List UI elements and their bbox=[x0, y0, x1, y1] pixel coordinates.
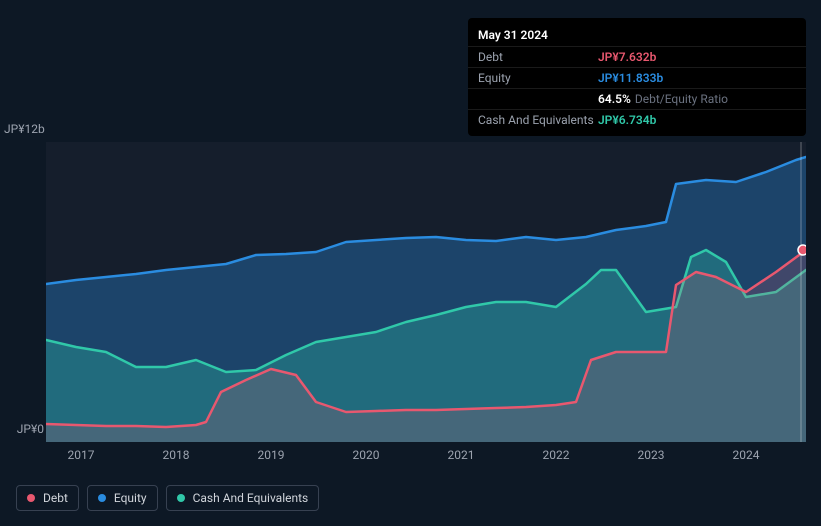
legend-item-equity[interactable]: Equity bbox=[87, 485, 158, 511]
legend-item-debt[interactable]: Debt bbox=[16, 485, 79, 511]
chart-plot-area[interactable] bbox=[46, 142, 806, 442]
y-axis-min-label: JP¥0 bbox=[4, 422, 44, 436]
tooltip-label: Equity bbox=[478, 71, 598, 85]
tooltip-date: May 31 2024 bbox=[468, 24, 806, 46]
tooltip-label bbox=[478, 92, 598, 106]
x-tick-label: 2020 bbox=[353, 448, 380, 462]
x-tick-label: 2024 bbox=[733, 448, 760, 462]
x-tick-label: 2021 bbox=[448, 448, 475, 462]
x-axis-ticks: 2017 2018 2019 2020 2021 2022 2023 2024 bbox=[46, 448, 806, 468]
y-axis-max-label: JP¥12b bbox=[4, 122, 44, 136]
chart-container: JP¥12b JP¥0 2017 2018 2019 2020 2021 2022 2023… bbox=[0, 120, 821, 465]
legend-label: Equity bbox=[114, 491, 147, 505]
tooltip-value: JP¥7.632b bbox=[598, 50, 796, 64]
legend-item-cash-and-equivalents[interactable]: Cash And Equivalents bbox=[166, 485, 320, 511]
chart-svg bbox=[46, 142, 806, 442]
x-tick-label: 2022 bbox=[543, 448, 570, 462]
chart-tooltip: May 31 2024 DebtJP¥7.632bEquityJP¥11.833… bbox=[468, 18, 806, 136]
legend-label: Cash And Equivalents bbox=[193, 491, 309, 505]
x-tick-label: 2017 bbox=[68, 448, 95, 462]
legend-dot-icon bbox=[98, 494, 106, 502]
tooltip-row: EquityJP¥11.833b bbox=[468, 67, 806, 88]
legend-label: Debt bbox=[43, 491, 68, 505]
legend-dot-icon bbox=[177, 494, 185, 502]
x-tick-label: 2023 bbox=[638, 448, 665, 462]
legend-dot-icon bbox=[27, 494, 35, 502]
tooltip-value: 64.5%Debt/Equity Ratio bbox=[598, 92, 796, 106]
tooltip-value: JP¥11.833b bbox=[598, 71, 796, 85]
tooltip-label: Debt bbox=[478, 50, 598, 64]
chart-legend: Debt Equity Cash And Equivalents bbox=[16, 485, 319, 511]
tooltip-row: 64.5%Debt/Equity Ratio bbox=[468, 88, 806, 109]
x-tick-label: 2018 bbox=[163, 448, 190, 462]
series-end-marker bbox=[798, 245, 806, 255]
tooltip-row: DebtJP¥7.632b bbox=[468, 46, 806, 67]
x-tick-label: 2019 bbox=[258, 448, 285, 462]
tooltip-sublabel: Debt/Equity Ratio bbox=[635, 92, 728, 106]
